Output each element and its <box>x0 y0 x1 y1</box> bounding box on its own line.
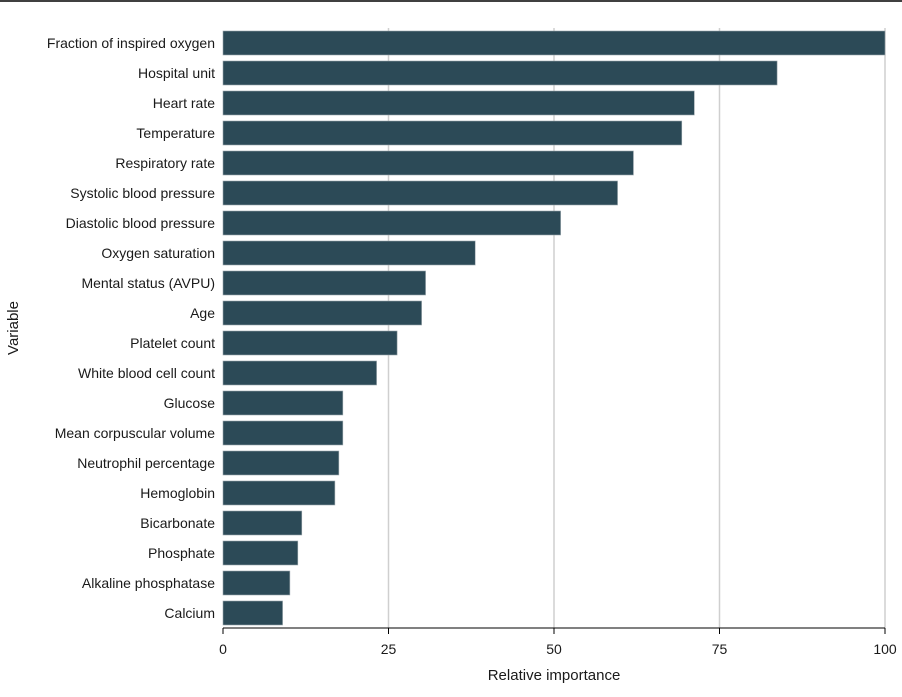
category-label: Alkaline phosphatase <box>82 575 215 591</box>
bars <box>222 30 886 626</box>
bar <box>222 390 344 416</box>
bar <box>222 540 299 566</box>
bar <box>222 270 426 296</box>
x-tick-label: 50 <box>546 641 562 657</box>
category-label: Hospital unit <box>138 65 215 81</box>
bar <box>222 60 778 86</box>
x-ticks: 0 25 50 75 100 <box>219 628 897 657</box>
x-tick-label: 0 <box>219 641 227 657</box>
category-label: Respiratory rate <box>115 155 215 171</box>
category-label: Platelet count <box>130 335 215 351</box>
bar <box>222 510 303 536</box>
x-tick-label: 100 <box>873 641 897 657</box>
bar <box>222 120 683 146</box>
x-axis-title: Relative importance <box>488 667 621 684</box>
category-label: Age <box>190 305 215 321</box>
category-label: Diastolic blood pressure <box>66 215 216 231</box>
bar <box>222 90 695 116</box>
bar <box>222 570 291 596</box>
gridlines <box>387 28 886 628</box>
category-label: Neutrophil percentage <box>77 455 215 471</box>
bar <box>222 450 340 476</box>
bar <box>222 150 634 176</box>
category-label: Oxygen saturation <box>101 245 215 261</box>
bar <box>222 420 344 446</box>
category-label: Systolic blood pressure <box>70 185 215 201</box>
category-label: Glucose <box>164 395 216 411</box>
category-label: Bicarbonate <box>140 515 215 531</box>
category-label: Mental status (AVPU) <box>81 275 215 291</box>
category-label: Temperature <box>136 125 215 141</box>
x-tick-label: 75 <box>712 641 728 657</box>
bar <box>222 330 398 356</box>
category-label: Heart rate <box>153 95 215 111</box>
category-label: White blood cell count <box>78 365 215 381</box>
category-label: Mean corpuscular volume <box>55 425 216 441</box>
bar <box>222 360 377 386</box>
bar <box>222 180 618 206</box>
y-axis-title: Variable <box>5 301 22 355</box>
category-label: Fraction of inspired oxygen <box>47 35 215 51</box>
bar <box>222 210 561 236</box>
category-labels: Fraction of inspired oxygen Hospital unit… <box>47 35 215 621</box>
bar <box>222 600 283 626</box>
category-label: Hemoglobin <box>140 485 215 501</box>
bar <box>222 480 336 506</box>
category-label: Phosphate <box>148 545 215 561</box>
bar <box>222 240 476 266</box>
bar <box>222 30 886 56</box>
bar <box>222 300 422 326</box>
category-label: Calcium <box>164 605 215 621</box>
x-tick-label: 25 <box>381 641 397 657</box>
